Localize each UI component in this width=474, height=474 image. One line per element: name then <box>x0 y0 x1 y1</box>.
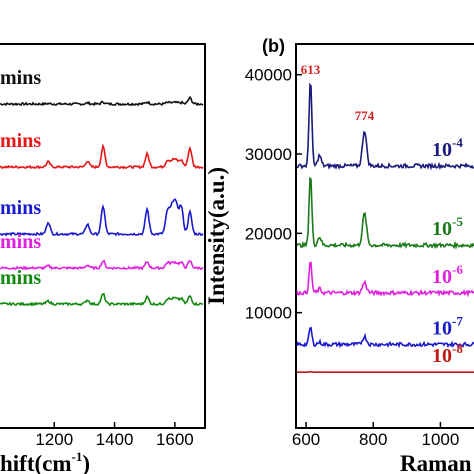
panel-a-x-axis-label: hift(cm-1) <box>0 449 90 474</box>
panel-b-series: 10-6 <box>296 261 474 298</box>
panel-a-series-label: mins <box>0 197 41 219</box>
panel-b-y-tick-label: 10000 <box>245 304 292 323</box>
panel-a-frame <box>0 43 206 429</box>
panel-b: (b) Intensity(a.u.) 10000 20000 30000 40000… <box>204 36 474 474</box>
panel-b-series: 10-5 <box>296 176 474 250</box>
panel-b-series-line <box>296 326 474 349</box>
panel-a-series-line <box>0 198 204 237</box>
panel-a-series-label: mins <box>0 67 41 89</box>
panel-b-x-tick-label: 1000 <box>422 430 460 449</box>
panel-b-label: (b) <box>262 36 285 56</box>
panel-a-series-line <box>0 143 204 170</box>
panel-b-series-line <box>296 176 474 250</box>
panel-b-y-tick-label: 30000 <box>245 145 292 164</box>
panel-a-series: mins <box>0 67 204 107</box>
panel-b-series: 10-4 <box>296 82 474 171</box>
panel-b-series-label: 10-8 <box>432 341 463 367</box>
panel-a-x-tick-label: 1200 <box>35 430 73 449</box>
panel-b-series-label: 10-7 <box>432 313 463 339</box>
panel-b-peak-label: 613 <box>301 62 321 77</box>
panel-b-series-line <box>296 82 474 171</box>
panel-b-series-label: 10-5 <box>432 214 463 240</box>
panel-b-series-label: 10-4 <box>432 135 463 161</box>
panel-b-x-tick-label: 600 <box>292 430 320 449</box>
panel-a-series: mins <box>0 267 203 307</box>
panel-b-peak-label: 774 <box>355 108 375 123</box>
panel-b-series: 10-8 <box>297 341 474 374</box>
panel-b-series-line <box>296 261 474 298</box>
panel-b-y-tick-label: 20000 <box>245 224 292 243</box>
panel-a: mins mins mins mins mins 1200 1400 1600 hift(c… <box>0 43 206 474</box>
panel-a-series-line <box>0 293 203 307</box>
panel-a-series-line <box>0 259 204 271</box>
panel-a-series: mins <box>0 197 204 237</box>
panel-a-series: mins <box>0 130 204 170</box>
panel-a-series-line <box>0 95 204 107</box>
panel-a-x-tick-label: 1400 <box>96 430 134 449</box>
panel-a-series-label: mins <box>0 267 41 289</box>
panel-b-series: 10-7 <box>296 313 474 349</box>
panel-b-frame <box>295 43 474 429</box>
panel-a-x-tick-label: 1600 <box>156 430 194 449</box>
panel-b-series-label: 10-6 <box>432 262 463 288</box>
panel-b-y-tick-label: 40000 <box>245 66 292 85</box>
panel-a-series: mins <box>0 231 204 271</box>
panel-a-series-label: mins <box>0 231 41 253</box>
panel-b-x-axis-label: Raman <box>400 451 472 474</box>
panel-b-y-axis-label: Intensity(a.u.) <box>204 167 229 305</box>
panel-a-series-label: mins <box>0 130 41 152</box>
panel-b-x-tick-label: 800 <box>359 430 387 449</box>
